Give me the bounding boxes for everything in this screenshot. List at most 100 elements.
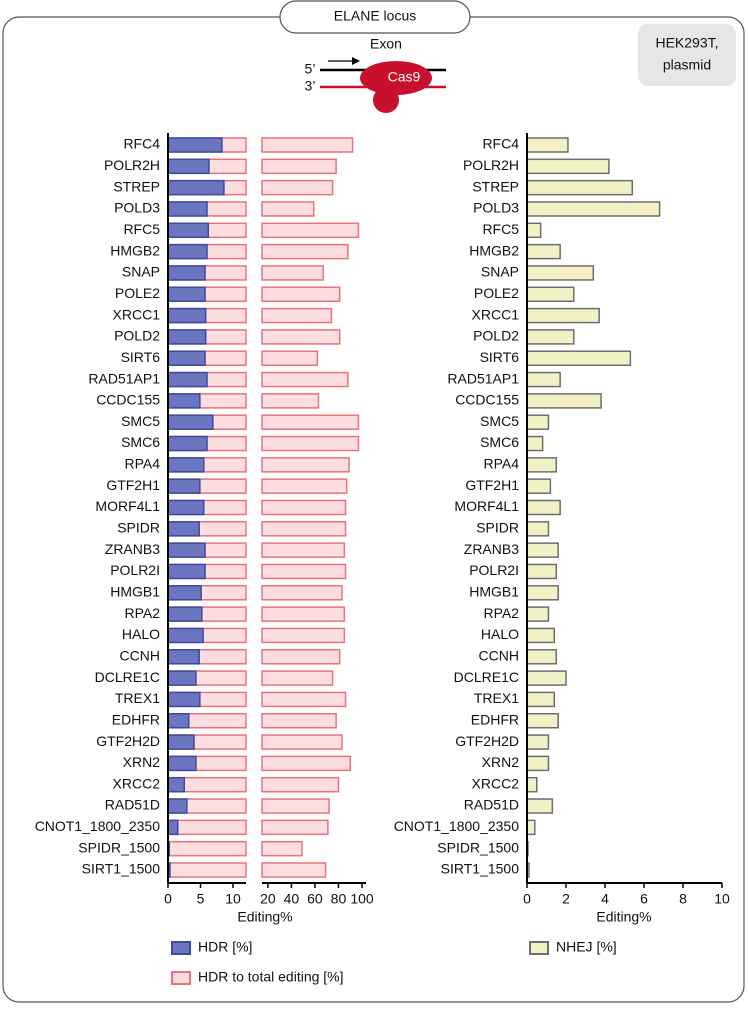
bar bbox=[261, 691, 347, 708]
bar bbox=[526, 201, 661, 217]
x-tick-label: 0 bbox=[164, 891, 172, 907]
category-label: GTF2H2D bbox=[96, 733, 160, 749]
category-label: POLD2 bbox=[114, 328, 160, 344]
bar bbox=[167, 840, 247, 857]
category-label: HMGB1 bbox=[110, 583, 160, 599]
bar bbox=[261, 819, 329, 836]
x-tick-label: 2 bbox=[562, 891, 570, 907]
category-label: SPIDR bbox=[117, 520, 160, 536]
bar bbox=[167, 521, 200, 537]
bar bbox=[261, 862, 327, 878]
bar bbox=[167, 414, 214, 430]
bar bbox=[526, 734, 550, 750]
bar bbox=[261, 585, 343, 601]
bar bbox=[167, 649, 200, 665]
bar bbox=[526, 478, 552, 494]
category-label: CCNH bbox=[479, 647, 519, 663]
bar bbox=[526, 371, 561, 388]
bar bbox=[167, 819, 179, 836]
category-label: ZRANB3 bbox=[464, 541, 519, 557]
cas9 bbox=[373, 87, 399, 113]
category-label: SPIDR bbox=[476, 520, 519, 536]
category-label: HALO bbox=[122, 626, 160, 642]
bar bbox=[526, 563, 557, 580]
category-label: EDHFR bbox=[471, 711, 519, 727]
category-label: SNAP bbox=[122, 264, 160, 280]
category-label: SIRT6 bbox=[121, 349, 161, 365]
category-label: POLE2 bbox=[474, 285, 519, 301]
three-prime: 3’ bbox=[305, 78, 316, 94]
category-label: CNOT1_1800_2350 bbox=[35, 818, 161, 834]
bar bbox=[167, 243, 208, 260]
bar bbox=[261, 734, 343, 750]
bar bbox=[526, 542, 559, 558]
category-label: RPA4 bbox=[483, 456, 519, 472]
bar bbox=[261, 222, 360, 239]
bar bbox=[167, 286, 206, 303]
bar bbox=[526, 307, 600, 324]
bar bbox=[261, 179, 334, 196]
bar bbox=[526, 435, 544, 452]
bar bbox=[167, 222, 210, 239]
category-label: POLD3 bbox=[473, 200, 519, 216]
category-label: XRCC1 bbox=[113, 306, 161, 322]
bar bbox=[526, 819, 536, 836]
bar bbox=[526, 499, 561, 516]
bar bbox=[526, 712, 559, 729]
category-label: SMC6 bbox=[121, 434, 160, 450]
title: ELANE locus bbox=[334, 8, 416, 24]
category-label: SIRT6 bbox=[480, 349, 520, 365]
x-tick-label: 8 bbox=[679, 891, 687, 907]
bar bbox=[167, 542, 206, 558]
bar bbox=[526, 329, 575, 345]
cell-line: HEK293T, bbox=[655, 35, 718, 51]
bar bbox=[526, 158, 610, 175]
category-label: TREX1 bbox=[474, 690, 519, 706]
bar bbox=[167, 201, 208, 217]
bar bbox=[261, 499, 347, 516]
cas9-label: Cas9 bbox=[388, 69, 421, 85]
category-label: STREP bbox=[472, 178, 519, 194]
bar bbox=[167, 371, 208, 388]
category-label: RPA4 bbox=[124, 456, 160, 472]
bar bbox=[526, 243, 561, 260]
bar bbox=[261, 414, 360, 430]
legend-label: NHEJ [%] bbox=[556, 939, 617, 955]
bar bbox=[526, 649, 557, 665]
category-label: POLR2I bbox=[469, 562, 519, 578]
x2-tick-label: 40 bbox=[284, 891, 300, 907]
bar bbox=[167, 435, 208, 452]
category-label: XRCC2 bbox=[113, 775, 161, 791]
five-prime: 5’ bbox=[305, 61, 316, 77]
bar bbox=[526, 521, 550, 537]
bar bbox=[261, 542, 346, 558]
bar bbox=[167, 691, 201, 708]
category-label: RAD51AP1 bbox=[88, 370, 160, 386]
bar bbox=[167, 798, 188, 814]
category-label: SIRT1_1500 bbox=[82, 861, 161, 877]
bar bbox=[167, 734, 195, 750]
category-label: EDHFR bbox=[112, 711, 160, 727]
category-label: ZRANB3 bbox=[105, 541, 160, 557]
category-label: RFC5 bbox=[482, 221, 519, 237]
bar bbox=[261, 798, 330, 814]
category-label: RFC4 bbox=[482, 136, 519, 152]
category-label: SMC5 bbox=[121, 413, 160, 429]
bar bbox=[167, 627, 204, 644]
category-label: SNAP bbox=[481, 264, 519, 280]
bar bbox=[261, 137, 354, 153]
bar bbox=[261, 457, 350, 473]
bar bbox=[167, 755, 197, 772]
category-label: RAD51D bbox=[105, 797, 160, 813]
category-label: XRCC1 bbox=[472, 306, 520, 322]
bar bbox=[526, 606, 550, 622]
category-label: HMGB2 bbox=[110, 242, 160, 258]
exon-label: Exon bbox=[370, 36, 402, 52]
bar bbox=[167, 712, 190, 729]
bar bbox=[526, 414, 550, 430]
bar bbox=[526, 457, 557, 473]
bar bbox=[261, 350, 319, 366]
category-label: RFC5 bbox=[123, 221, 160, 237]
category-label: POLR2H bbox=[104, 157, 160, 173]
